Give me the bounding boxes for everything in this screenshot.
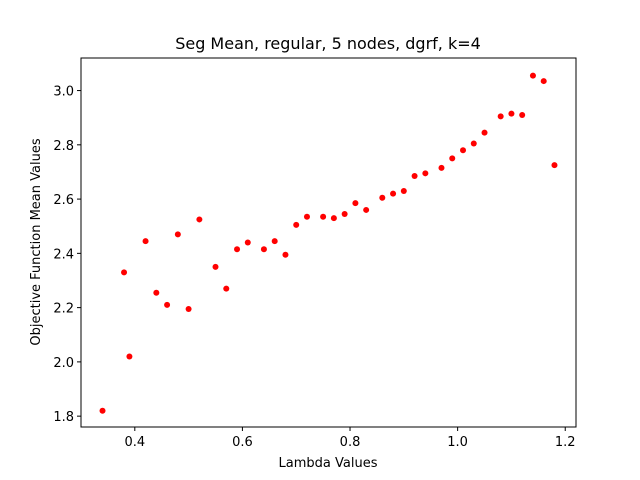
data-point (460, 147, 467, 154)
data-point (529, 72, 536, 79)
x-axis-title: Lambda Values (279, 456, 378, 471)
data-point (470, 140, 477, 147)
data-point (400, 187, 407, 194)
y-tick-label: 2.2 (53, 302, 74, 317)
data-point (142, 238, 149, 245)
data-point (271, 238, 278, 245)
data-point (282, 251, 289, 258)
data-point (196, 216, 203, 223)
data-point (320, 213, 327, 220)
y-axis-title: Objective Function Mean Values (29, 138, 44, 345)
data-point (379, 194, 386, 201)
data-point (330, 215, 337, 222)
y-tick-label: 2.6 (53, 193, 74, 208)
data-point (352, 200, 359, 207)
data-point (244, 239, 251, 246)
data-point (551, 162, 558, 169)
data-point (497, 113, 504, 120)
data-point (185, 305, 192, 312)
data-point (341, 211, 348, 218)
y-tick-label: 3.0 (53, 85, 74, 100)
x-tick-label: 0.6 (232, 435, 253, 450)
x-axis-ticks: 0.4 0.6 0.8 1.0 1.2 (124, 427, 576, 450)
data-point (174, 231, 181, 238)
data-point (164, 301, 171, 308)
x-tick-label: 0.8 (340, 435, 361, 450)
plot-frame (80, 57, 577, 428)
data-point (540, 78, 547, 85)
data-point (260, 246, 267, 253)
data-point (422, 170, 429, 177)
data-point (481, 129, 488, 136)
data-point (223, 285, 230, 292)
data-point (449, 155, 456, 162)
data-point (121, 269, 128, 276)
data-point (212, 263, 219, 270)
data-point (303, 213, 310, 220)
data-point (293, 221, 300, 228)
data-points (99, 72, 558, 414)
chart-title: Seg Mean, regular, 5 nodes, dgrf, k=4 (175, 34, 481, 53)
data-point (126, 353, 133, 360)
y-tick-label: 1.8 (53, 410, 74, 425)
data-point (99, 407, 106, 414)
x-tick-label: 1.0 (447, 435, 468, 450)
y-tick-label: 2.0 (53, 356, 74, 371)
x-tick-label: 1.2 (555, 435, 576, 450)
y-tick-label: 2.8 (53, 139, 74, 154)
data-point (411, 173, 418, 180)
y-tick-label: 2.4 (53, 247, 74, 262)
data-point (438, 164, 445, 171)
data-point (390, 190, 397, 197)
data-point (234, 246, 241, 253)
data-point (508, 110, 515, 117)
x-tick-label: 0.4 (124, 435, 145, 450)
data-point (519, 111, 526, 118)
data-point (153, 289, 160, 296)
y-axis-ticks: 1.8 2.0 2.2 2.4 2.6 2.8 3.0 (53, 85, 81, 425)
data-point (363, 206, 370, 213)
